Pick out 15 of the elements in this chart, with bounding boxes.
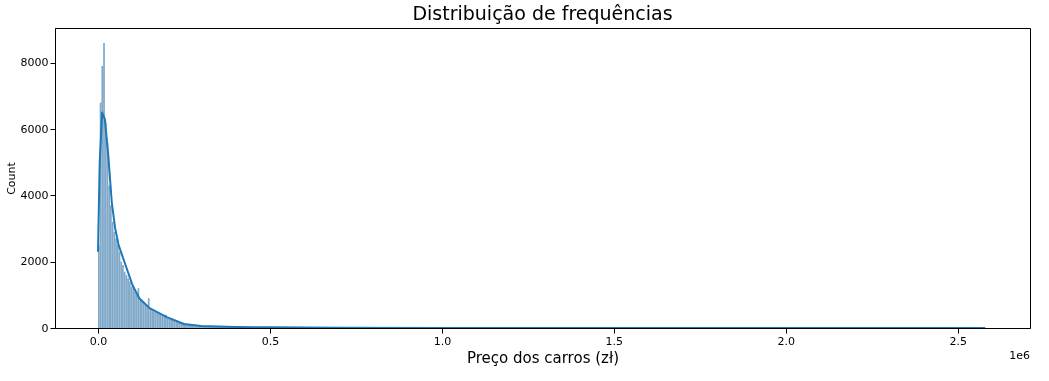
x-tick-label: 1.0	[433, 334, 452, 348]
y-tick-label: 4000	[20, 188, 49, 202]
text: 1e6	[1009, 349, 1030, 362]
x-tick-label: 2.5	[949, 334, 968, 348]
y-axis-title: Count	[4, 161, 18, 195]
chart-title: Distribuição de frequências	[412, 2, 673, 24]
y-tick-label: 8000	[20, 56, 49, 70]
y-tick-label: 0	[41, 321, 49, 335]
x-tick-label: 2.0	[777, 334, 796, 348]
x-tick-label: 1.5	[605, 334, 624, 348]
y-tick-label: 6000	[20, 122, 49, 136]
x-tick-label: 0.0	[89, 334, 108, 348]
y-tick-label: 2000	[20, 255, 49, 269]
x-tick-label: 0.5	[261, 334, 280, 348]
x-axis-title: Preço dos carros (zł)	[466, 348, 620, 367]
